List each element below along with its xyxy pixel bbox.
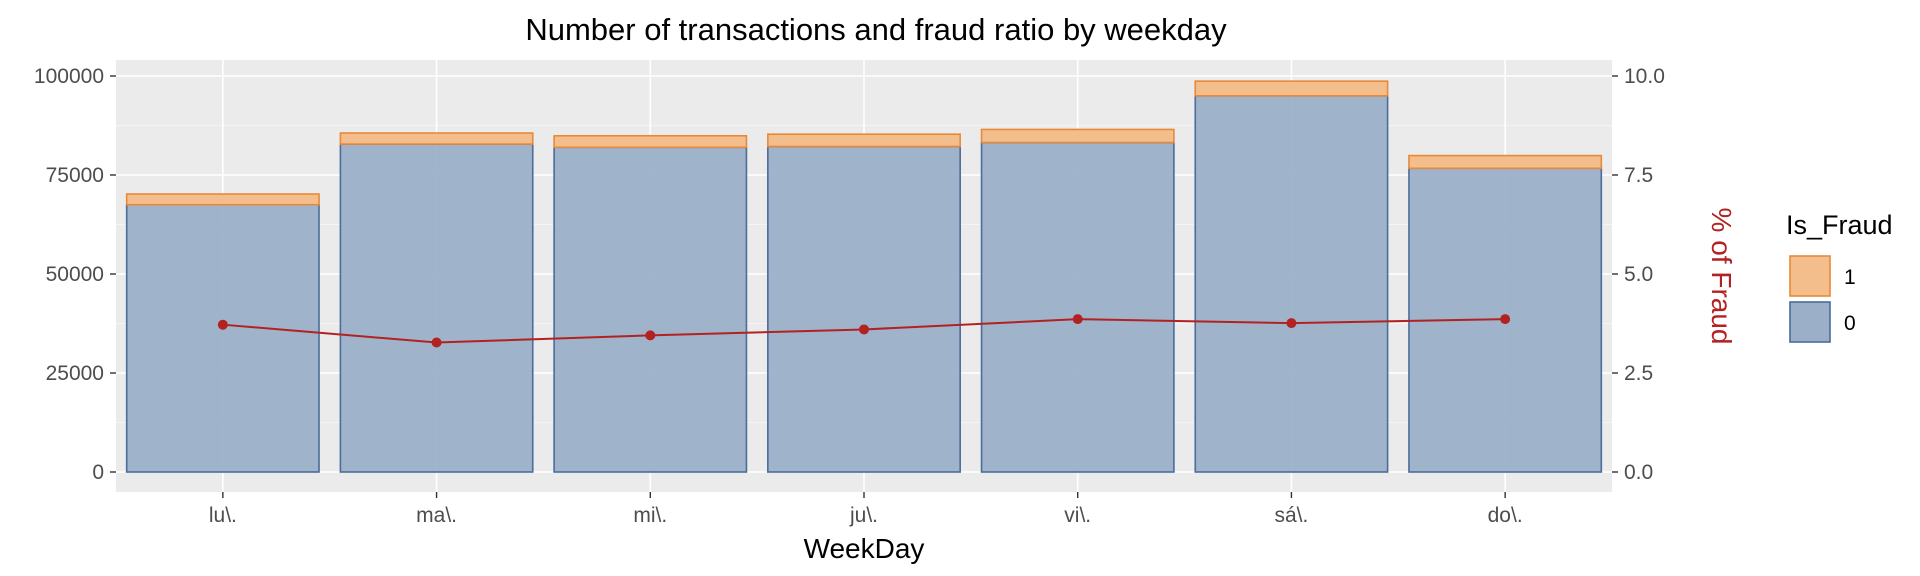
fraud-ratio-point (431, 337, 442, 348)
bar-fraud-0 (339, 143, 534, 473)
x-axis-title: WeekDay (804, 533, 925, 564)
x-tick-label: lu\. (209, 504, 237, 527)
y2-tick-label: 0.0 (1624, 461, 1653, 484)
y-tick-label: 0 (92, 461, 104, 484)
x-tick-label: ma\. (416, 504, 457, 527)
x-tick-label: mi\. (633, 504, 667, 527)
fraud-ratio-point (1500, 314, 1511, 325)
bar-fraud-1 (1408, 154, 1603, 170)
y-tick-label: 25000 (46, 362, 104, 385)
legend-title: Is_Fraud (1786, 210, 1893, 240)
y-tick-label: 75000 (46, 164, 104, 187)
x-tick-label: ju\. (849, 504, 878, 527)
fraud-ratio-point (1072, 314, 1083, 325)
bar-fraud-0 (125, 203, 320, 473)
y2-tick-label: 2.5 (1624, 362, 1653, 385)
fraud-ratio-point (645, 330, 656, 341)
x-tick-label: sá\. (1274, 504, 1308, 527)
x-tick-label: vi\. (1064, 504, 1091, 527)
fraud-ratio-point (217, 319, 228, 330)
y2-tick-label: 5.0 (1624, 263, 1653, 286)
bar-fraud-1 (553, 134, 748, 149)
y2-axis-title: % of Fraud (1706, 208, 1737, 345)
bar-fraud-1 (1194, 80, 1389, 97)
y2-tick-label: 7.5 (1624, 164, 1653, 187)
bar-fraud-1 (339, 132, 534, 145)
legend-label-0: 0 (1844, 312, 1856, 335)
bar-fraud-1 (767, 133, 961, 148)
fraud-ratio-point (859, 324, 869, 335)
x-tick-label: do\. (1488, 504, 1523, 527)
bar-fraud-0 (553, 146, 748, 473)
y-tick-label: 50000 (46, 263, 104, 286)
bar-fraud-1 (125, 193, 320, 206)
legend-key-1 (1789, 255, 1831, 297)
legend-key-0 (1789, 301, 1831, 343)
bar-fraud-1 (980, 128, 1175, 144)
legend-label-1: 1 (1844, 266, 1856, 289)
y2-tick-label: 10.0 (1624, 65, 1665, 88)
fraud-ratio-point (1286, 318, 1297, 329)
bar-fraud-0 (1194, 95, 1389, 473)
chart-title: Number of transactions and fraud ratio b… (525, 12, 1227, 47)
y-tick-label: 100000 (34, 65, 104, 88)
bar-fraud-0 (980, 141, 1175, 473)
bar-fraud-0 (767, 145, 961, 473)
